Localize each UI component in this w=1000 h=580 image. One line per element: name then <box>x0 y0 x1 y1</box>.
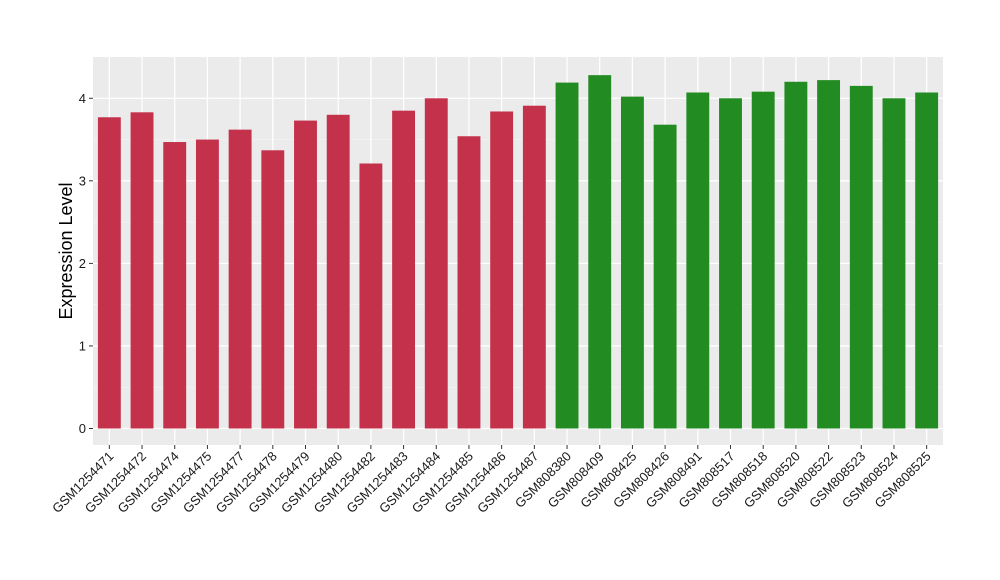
bar-GSM808520 <box>784 81 808 429</box>
bar-GSM1254480 <box>326 114 350 429</box>
bar-GSM808380 <box>555 82 579 429</box>
bar-GSM808491 <box>686 92 710 429</box>
bar-GSM1254471 <box>97 117 121 429</box>
bar-GSM1254485 <box>457 136 481 429</box>
y-tick-label: 0 <box>79 421 86 436</box>
bar-GSM808426 <box>653 124 677 429</box>
bar-GSM1254482 <box>359 163 383 429</box>
bar-GSM808518 <box>751 91 775 429</box>
plot-panel <box>93 57 943 445</box>
bar-GSM1254475 <box>195 139 219 429</box>
x-axis: GSM1254471GSM1254472GSM1254474GSM1254475… <box>49 445 934 516</box>
bar-GSM1254487 <box>522 105 546 429</box>
bar-GSM808523 <box>849 85 873 429</box>
bar-GSM1254474 <box>163 142 187 429</box>
y-tick-label: 2 <box>79 256 86 271</box>
bars-layer <box>97 75 939 429</box>
y-tick-label: 1 <box>79 338 86 353</box>
y-tick-label: 4 <box>79 91 86 106</box>
bar-GSM1254483 <box>392 110 416 429</box>
bar-GSM1254472 <box>130 112 154 429</box>
bar-GSM808522 <box>817 80 841 429</box>
bar-GSM808409 <box>588 75 612 429</box>
y-axis-title: Expression Level <box>56 182 76 319</box>
bar-GSM808524 <box>882 98 906 429</box>
bar-GSM1254479 <box>294 120 317 429</box>
bar-GSM808425 <box>620 96 644 429</box>
bar-GSM1254478 <box>261 150 285 429</box>
bar-GSM808517 <box>719 98 742 429</box>
bar-GSM1254486 <box>490 111 514 429</box>
bar-GSM1254477 <box>228 129 252 429</box>
y-tick-label: 3 <box>79 173 86 188</box>
y-axis: 0 1 2 3 4 <box>79 91 93 436</box>
bar-GSM1254484 <box>424 98 448 429</box>
bar-GSM808525 <box>915 92 939 429</box>
